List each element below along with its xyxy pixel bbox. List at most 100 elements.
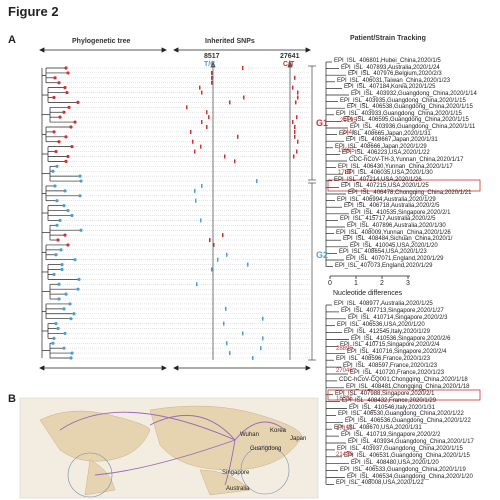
snp-mark-red xyxy=(292,85,294,90)
tracking-header: Patient/Strain Tracking xyxy=(350,35,426,42)
tree-tip xyxy=(62,204,66,208)
bottom-strain-label: EPI_ISL_410720,France,2020/1/23 xyxy=(350,370,445,376)
strain-tracking-tree xyxy=(325,61,349,485)
snp-mark-red xyxy=(297,95,299,100)
axis-tick-3: 3 xyxy=(406,280,410,287)
bottom-strain-label: EPI_ISL_412545,Italy,2020/1/29 xyxy=(344,328,430,335)
branch-label: 29195 xyxy=(340,118,357,124)
tree-tip xyxy=(62,346,66,350)
snp-mark-red xyxy=(209,238,211,243)
tree-tip xyxy=(70,145,74,149)
snp-mark-red xyxy=(294,75,296,80)
tree-tip xyxy=(76,100,80,105)
top-strain-label: EPI_ISL_406031,Taiwan_China,2020/1/23 xyxy=(337,77,451,84)
inset-circle xyxy=(240,445,290,495)
tree-tip xyxy=(69,317,73,321)
city-label: Guangdong xyxy=(250,446,282,452)
tree-tip xyxy=(55,164,59,168)
tree-tip xyxy=(57,297,61,301)
bottom-strain-label: EPI_ISL_408432,France,2020/1/29 xyxy=(342,397,437,404)
landmass xyxy=(84,459,116,496)
figure-title: Figure 2 xyxy=(8,4,59,19)
top-strain-label: EPI_ISL_403932,Guangdong_China,2020/1/14 xyxy=(351,91,477,97)
world-map xyxy=(19,397,319,499)
tree-tip xyxy=(52,336,56,340)
snp-mark-blue xyxy=(229,351,231,356)
tree-tip xyxy=(65,90,69,95)
top-strain-label: EPI_ISL_406994,Australia,2020/1/29 xyxy=(337,196,436,203)
top-strain-label: EPI_ISL_407215,USA,2020/1/25 xyxy=(341,183,429,190)
top-strain-label: EPI_ISL_408665,Japan,2020/1/31 xyxy=(339,130,431,137)
transmission-arc xyxy=(94,439,236,476)
bottom-strain-label: EPI_ISL_406531,Guangdong_China,2020/1/15 xyxy=(344,452,470,459)
tree-tip xyxy=(64,66,68,70)
bottom-strain-label: EPI_ISL_410715,Singapore,2020/2/4 xyxy=(340,342,440,349)
branch-label: 21436 xyxy=(336,452,353,458)
snp-mark-red xyxy=(295,100,297,105)
top-strain-label: EPI_ISL_408009,Yunnan_China,2020/1/26 xyxy=(336,229,451,236)
landmass xyxy=(199,469,251,496)
snp-mark-blue xyxy=(256,179,258,184)
snp-mark-red xyxy=(208,115,210,120)
tree-tip xyxy=(63,86,67,90)
top-strain-label: EPI_ISL_410535,Singapore,2020/2/1 xyxy=(351,209,451,216)
snp-mark-red xyxy=(194,149,196,154)
header-arrows xyxy=(39,47,311,371)
tree-tip xyxy=(73,258,77,262)
tree-tip xyxy=(57,81,61,85)
snp-mark-blue xyxy=(200,218,202,223)
snp-mark-red xyxy=(294,129,296,134)
snp-mark-red xyxy=(297,90,299,95)
branch-label: 1788 xyxy=(338,170,352,176)
snp-mark-blue xyxy=(201,183,203,188)
snp-mark-blue xyxy=(217,257,219,262)
bottom-strain-label: EPI_ISL_408597,France,2020/1/23 xyxy=(343,363,438,370)
tree-tip xyxy=(51,341,55,345)
snp-mark-red xyxy=(243,95,245,100)
tree-tip xyxy=(52,130,56,134)
bottom-strain-label: EPI_ISL_408481,Chongqing_China,2020/1/18 xyxy=(346,383,470,390)
snp-mark-blue xyxy=(226,341,228,346)
snp-mark-blue xyxy=(195,198,197,203)
snp-mark-blue xyxy=(223,321,225,326)
bottom-strain-label: EPI_ISL_407713,Singapore,2020/1/27 xyxy=(341,307,444,314)
top-strain-label: EPI_ISL_415717,Australia,2020/2/5 xyxy=(340,216,436,223)
tree-tip xyxy=(51,169,55,173)
bottom-strain-label: EPI_ISL_406534,Guangdong_China,2020/1/20 xyxy=(347,473,473,480)
top-strain-label: CDC-hCoV-TH-3,Yunnan_China,2020/1/17 xyxy=(349,157,464,163)
top-strain-label: EPI_ISL_407896,Australia,2020/1/30 xyxy=(347,223,446,229)
top-strain-label: EPI_ISL_407071,England,2020/1/29 xyxy=(346,256,444,262)
axis-tick-0: 0 xyxy=(328,280,332,287)
city-label: Singapore xyxy=(222,470,250,476)
axis-tick-1: 1 xyxy=(354,280,358,287)
landmass xyxy=(39,410,151,462)
top-strain-label: EPI_ISL_403933,Guangdong_China,2020/1/15 xyxy=(336,110,462,117)
inset-circle xyxy=(67,452,113,498)
top-strain-label: EPI_ISL_406538,Guangdong_China,2020/1/15 xyxy=(347,104,473,111)
panel-a-label: A xyxy=(8,34,16,46)
snp-mark-red xyxy=(200,144,202,149)
snp-mark-red xyxy=(297,139,299,144)
snp-mark-blue xyxy=(211,267,213,272)
tree-tip xyxy=(64,159,68,163)
top-strain-label: EPI_ISL_408667,Japan,2020/1/31 xyxy=(346,137,438,144)
branch-label: 19065 xyxy=(338,148,355,154)
snp-mark-red xyxy=(211,70,213,75)
snp-mark-red xyxy=(237,134,239,139)
transmission-arc xyxy=(224,439,236,486)
top-strain-label: EPI_ISL_410045,USA,2020/1/20 xyxy=(350,242,438,249)
group-g1-label: G1 xyxy=(316,118,329,128)
bottom-strain-label: EPI_ISL_408977,Australia,2020/1/25 xyxy=(334,301,433,307)
tree-tip xyxy=(70,351,74,355)
snp-mark-red xyxy=(234,159,236,164)
tree-tip xyxy=(58,115,62,119)
tree-tip xyxy=(55,223,59,227)
snp-allele-2: C/T xyxy=(283,61,295,68)
tree-tip xyxy=(66,208,70,213)
bottom-strain-label: EPI_ISL_403934,Guangdong_China,2020/1/17 xyxy=(348,439,474,445)
tree-tip xyxy=(69,125,73,129)
city-label: Wuhan xyxy=(240,432,259,438)
branch-label: 28895 xyxy=(336,346,353,352)
snp-mark-blue xyxy=(226,252,228,257)
tree-tip xyxy=(66,243,70,247)
